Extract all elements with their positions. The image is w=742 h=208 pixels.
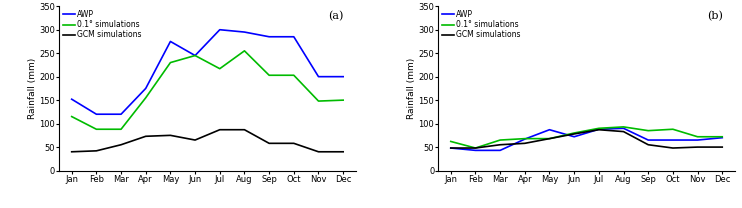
0.1° simulations xyxy=(496,139,505,141)
AWP xyxy=(68,98,76,100)
GCM simulations xyxy=(644,144,653,146)
0.1° simulations xyxy=(116,128,125,130)
0.1° simulations xyxy=(191,54,200,57)
0.1° simulations xyxy=(520,137,529,140)
AWP xyxy=(496,149,505,152)
AWP xyxy=(338,76,347,78)
0.1° simulations xyxy=(314,100,323,102)
GCM simulations xyxy=(289,142,298,145)
0.1° simulations xyxy=(718,135,726,138)
0.1° simulations xyxy=(166,61,175,64)
GCM simulations xyxy=(215,129,224,131)
0.1° simulations xyxy=(447,140,456,143)
0.1° simulations xyxy=(265,74,274,77)
GCM simulations xyxy=(447,147,456,149)
AWP xyxy=(520,138,529,140)
GCM simulations xyxy=(116,144,125,146)
AWP xyxy=(718,136,726,139)
AWP xyxy=(240,31,249,33)
0.1° simulations xyxy=(594,127,603,130)
Line: 0.1° simulations: 0.1° simulations xyxy=(451,127,722,148)
GCM simulations xyxy=(545,137,554,140)
0.1° simulations xyxy=(68,115,76,118)
AWP xyxy=(265,36,274,38)
GCM simulations xyxy=(314,151,323,153)
AWP xyxy=(289,36,298,38)
AWP xyxy=(669,139,677,141)
GCM simulations xyxy=(718,146,726,148)
Line: GCM simulations: GCM simulations xyxy=(451,130,722,148)
0.1° simulations xyxy=(240,50,249,52)
Line: 0.1° simulations: 0.1° simulations xyxy=(72,51,343,129)
0.1° simulations xyxy=(471,147,480,149)
0.1° simulations xyxy=(215,67,224,70)
AWP xyxy=(693,139,702,141)
Legend: AWP, 0.1° simulations, GCM simulations: AWP, 0.1° simulations, GCM simulations xyxy=(62,9,143,41)
GCM simulations xyxy=(166,134,175,137)
AWP xyxy=(545,129,554,131)
AWP xyxy=(594,128,603,130)
0.1° simulations xyxy=(619,126,628,128)
0.1° simulations xyxy=(644,129,653,132)
Line: AWP: AWP xyxy=(72,30,343,114)
AWP xyxy=(166,40,175,43)
AWP xyxy=(215,28,224,31)
Line: AWP: AWP xyxy=(451,128,722,150)
GCM simulations xyxy=(570,133,579,135)
GCM simulations xyxy=(338,151,347,153)
AWP xyxy=(570,135,579,138)
Line: GCM simulations: GCM simulations xyxy=(72,130,343,152)
0.1° simulations xyxy=(669,128,677,130)
AWP xyxy=(116,113,125,115)
GCM simulations xyxy=(141,135,150,137)
GCM simulations xyxy=(520,142,529,145)
0.1° simulations xyxy=(545,137,554,140)
0.1° simulations xyxy=(693,135,702,138)
0.1° simulations xyxy=(92,128,101,130)
AWP xyxy=(447,147,456,149)
GCM simulations xyxy=(191,139,200,141)
AWP xyxy=(92,113,101,115)
GCM simulations xyxy=(619,130,628,133)
Text: (a): (a) xyxy=(328,11,344,21)
GCM simulations xyxy=(68,151,76,153)
Legend: AWP, 0.1° simulations, GCM simulations: AWP, 0.1° simulations, GCM simulations xyxy=(441,9,522,41)
0.1° simulations xyxy=(570,132,579,134)
0.1° simulations xyxy=(289,74,298,77)
GCM simulations xyxy=(471,147,480,149)
GCM simulations xyxy=(265,142,274,145)
GCM simulations xyxy=(669,147,677,149)
AWP xyxy=(644,139,653,141)
GCM simulations xyxy=(240,129,249,131)
AWP xyxy=(191,54,200,57)
GCM simulations xyxy=(92,150,101,152)
GCM simulations xyxy=(594,129,603,131)
AWP xyxy=(471,149,480,152)
GCM simulations xyxy=(693,146,702,148)
GCM simulations xyxy=(496,144,505,146)
Y-axis label: Rainfall (mm): Rainfall (mm) xyxy=(407,58,416,119)
Text: (b): (b) xyxy=(707,11,723,21)
Y-axis label: Rainfall (mm): Rainfall (mm) xyxy=(27,58,36,119)
AWP xyxy=(141,87,150,90)
0.1° simulations xyxy=(141,97,150,99)
AWP xyxy=(314,76,323,78)
AWP xyxy=(619,127,628,130)
0.1° simulations xyxy=(338,99,347,101)
